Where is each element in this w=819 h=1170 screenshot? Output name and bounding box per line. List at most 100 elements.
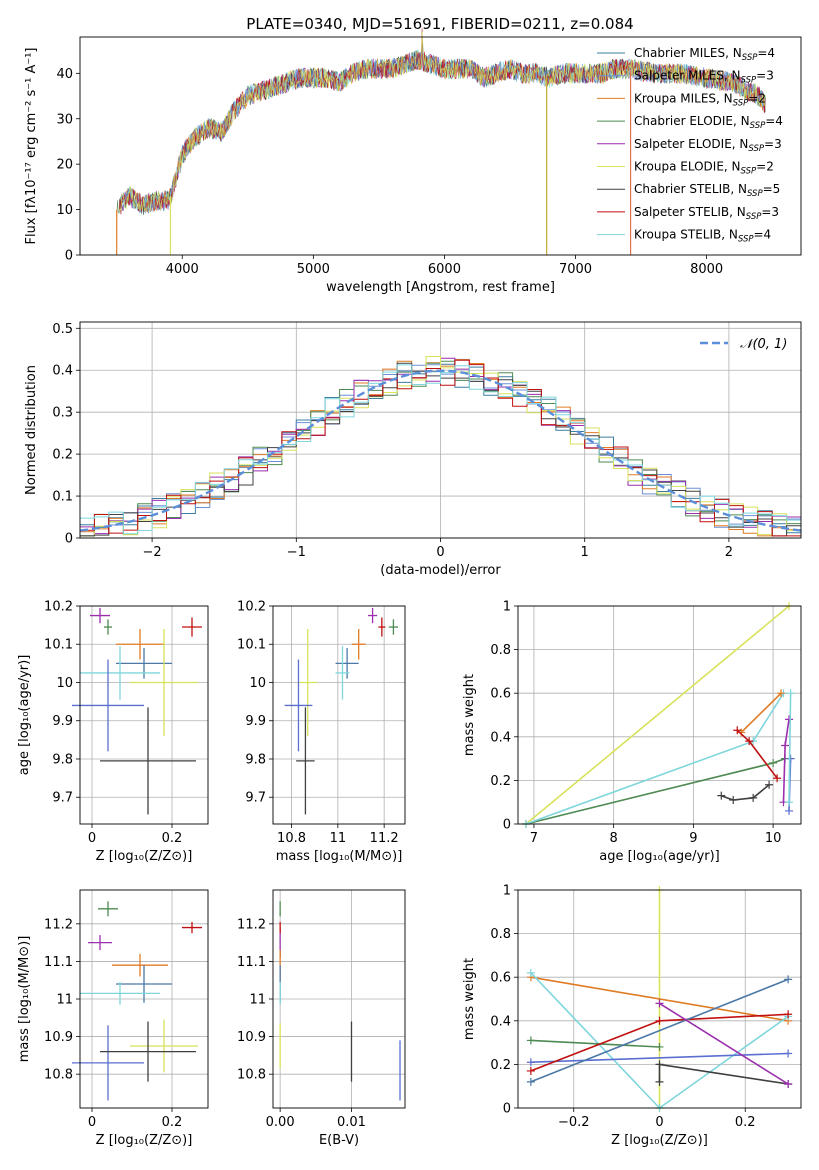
y-tick-label: 0.2 — [490, 774, 511, 789]
y-tick-label: 9.7 — [245, 791, 266, 806]
y-tick-label: 10.8 — [237, 1068, 266, 1083]
x-axis-label: (data-model)/error — [380, 563, 501, 578]
y-tick-label: 10.2 — [44, 600, 73, 615]
plot-frame — [272, 605, 406, 825]
y-tick-label: 0 — [503, 1102, 511, 1117]
weight-marker — [784, 1010, 793, 1019]
x-tick-label: 0 — [655, 1115, 663, 1130]
x-tick-label: 5000 — [297, 262, 330, 277]
x-axis-label: wavelength [Angstrom, rest frame] — [326, 280, 555, 295]
plot-frame — [517, 605, 802, 825]
weight-marker — [526, 968, 535, 977]
weight-series-line — [659, 1002, 789, 1085]
y-tick-label: 0.2 — [490, 1058, 511, 1073]
y-tick-label: 0.6 — [490, 687, 511, 702]
y-tick-label: 10 — [249, 676, 266, 691]
weight-marker — [655, 999, 664, 1008]
y-tick-label: 0.4 — [52, 364, 73, 379]
normal-curve — [79, 369, 802, 532]
y-tick-label: 9.8 — [52, 752, 73, 767]
x-axis-label: Z [log₁₀(Z/Z⊙)] — [96, 849, 193, 864]
x-tick-label: 0.2 — [162, 1115, 183, 1130]
weight-marker — [526, 1066, 535, 1075]
x-tick-label: 10 — [765, 831, 782, 846]
weight-series-line — [525, 605, 790, 825]
legend-label: Salpeter STELIB, NSSP=3 — [634, 205, 779, 222]
x-tick-label: 11.2 — [370, 831, 399, 846]
y-tick-label: 0.4 — [490, 730, 511, 745]
y-tick-label: 10.1 — [44, 638, 73, 653]
weight-marker — [785, 798, 794, 807]
weight-marker — [785, 715, 794, 724]
y-tick-label: 0.6 — [490, 971, 511, 986]
plot-frame — [79, 36, 802, 256]
x-tick-label: 8000 — [690, 262, 723, 277]
x-tick-label: 8 — [610, 831, 618, 846]
y-tick-label: 10.9 — [237, 1030, 266, 1045]
weight-series-line — [658, 1063, 789, 1085]
weight-series-line — [721, 784, 770, 801]
figure-title: PLATE=0340, MJD=51691, FIBERID=0211, z=0… — [246, 15, 633, 33]
x-tick-label: 10.8 — [277, 831, 306, 846]
legend-label: Chabrier ELODIE, NSSP=4 — [634, 114, 783, 131]
y-tick-label: 0.1 — [52, 490, 73, 505]
plot-frame — [79, 321, 802, 539]
y-tick-label: 0.3 — [52, 406, 73, 421]
x-axis-label: E(B-V) — [319, 1133, 359, 1148]
y-tick-label: 10.9 — [44, 1030, 73, 1045]
weight-marker — [745, 737, 754, 746]
mass-vs-metallicity-panel: 0 0.2 10.8 10.9 11 11.1 11.2 Z [log₁₀(Z/Z⊙)] mas… — [17, 889, 209, 1148]
x-tick-label: −1 — [287, 545, 306, 560]
x-tick-label: 6000 — [428, 262, 461, 277]
weight-marker — [777, 689, 786, 698]
y-tick-label: 40 — [56, 67, 73, 82]
y-tick-label: 10 — [56, 203, 73, 218]
y-tick-label: 0 — [65, 532, 73, 547]
spectrum-series-line — [119, 31, 766, 213]
weight-marker — [784, 1049, 793, 1058]
x-axis-label: Z [log₁₀(Z/Z⊙)] — [96, 1133, 193, 1148]
y-axis-label: mass weight — [462, 674, 477, 756]
y-axis-label: Flux [fλ10⁻¹⁷ erg cm⁻² s⁻¹ A⁻¹] — [24, 48, 39, 245]
weight-marker — [526, 1036, 535, 1045]
weight-series-line — [788, 693, 792, 803]
weight-series-line — [530, 978, 789, 1083]
weight-series-line — [530, 1052, 789, 1063]
plot-frame — [79, 889, 209, 1109]
x-tick-label: 0.00 — [266, 1115, 295, 1130]
y-tick-label: 9.7 — [52, 791, 73, 806]
spectrum-panel: 4000 5000 6000 7000 8000 0 10 20 30 40 wavelength … — [24, 28, 802, 295]
weight-vs-metallicity-panel: −0.2 0 0.2 0 0.2 0.4 0.6 0.8 1 Z [log₁₀(Z/Z⊙)] mas… — [462, 884, 802, 1148]
weight-series-line — [740, 692, 782, 733]
mass-vs-extinction-panel: 0.00 0.01 10.8 10.9 11 11.1 11.2 E(B-V) — [237, 889, 406, 1148]
weight-marker — [769, 758, 778, 767]
y-tick-label: 1 — [503, 600, 511, 615]
weight-marker — [655, 1060, 664, 1069]
x-tick-label: 7 — [530, 831, 538, 846]
x-tick-label: 0.2 — [735, 1115, 756, 1130]
weight-series-line — [530, 1039, 660, 1048]
x-axis-label: mass [log₁₀(M/M⊙)] — [276, 849, 403, 864]
x-tick-label: 4000 — [166, 262, 199, 277]
weight-marker — [785, 806, 794, 815]
weight-marker — [729, 796, 738, 805]
y-tick-label: 20 — [56, 158, 73, 173]
weight-marker — [526, 1077, 535, 1086]
y-tick-label: 11 — [249, 993, 266, 1008]
age-vs-mass-panel: 10.8 11 11.2 9.7 9.8 9.9 10 10.1 10.2 mass [log₁₀… — [237, 600, 406, 864]
y-tick-label: 0.4 — [490, 1014, 511, 1029]
legend-label: Salpeter MILES, NSSP=3 — [634, 69, 774, 86]
x-tick-label: 0 — [88, 831, 96, 846]
y-tick-label: 0 — [503, 818, 511, 833]
weight-marker — [655, 1042, 664, 1051]
y-tick-label: 1 — [503, 884, 511, 899]
y-tick-label: 11 — [56, 993, 73, 1008]
y-tick-label: 0 — [65, 249, 73, 264]
x-tick-label: 7000 — [559, 262, 592, 277]
weight-marker — [749, 793, 758, 802]
y-tick-label: 9.9 — [245, 714, 266, 729]
y-tick-label: 0.5 — [52, 322, 73, 337]
legend-label: Kroupa ELODIE, NSSP=2 — [634, 160, 774, 177]
histogram-series — [80, 356, 801, 537]
